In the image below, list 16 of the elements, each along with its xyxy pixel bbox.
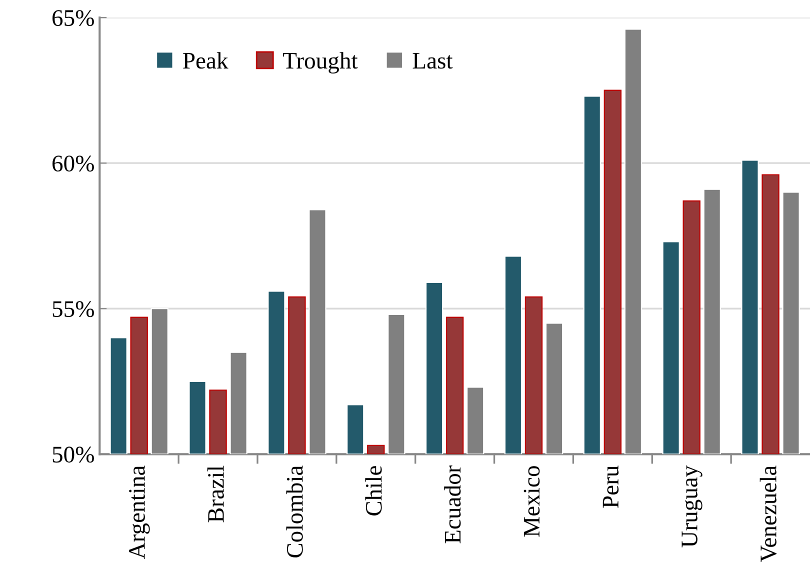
y-tick-label: 50%: [52, 446, 94, 463]
x-tick-label: Colombia: [286, 466, 303, 558]
legend-label: Peak: [183, 52, 228, 69]
x-tick-label: Uruguay: [682, 465, 702, 548]
x-tick-label: Argentina: [129, 466, 150, 560]
y-tick-label: 65%: [52, 10, 94, 26]
x-tick-label: Peru: [602, 466, 619, 508]
x-tick-label: Chile: [365, 466, 382, 516]
x-tick-label: Brazil: [207, 466, 224, 522]
x-tick-label: Venezuela: [760, 466, 777, 562]
y-tick-label: 55%: [52, 301, 94, 318]
legend-label: Last: [412, 52, 453, 69]
x-tick-label: Mexico: [524, 466, 540, 537]
legend-label: Trought: [283, 52, 358, 74]
y-tick-label: 60%: [52, 156, 94, 172]
x-tick-label: Ecuador: [444, 465, 461, 544]
